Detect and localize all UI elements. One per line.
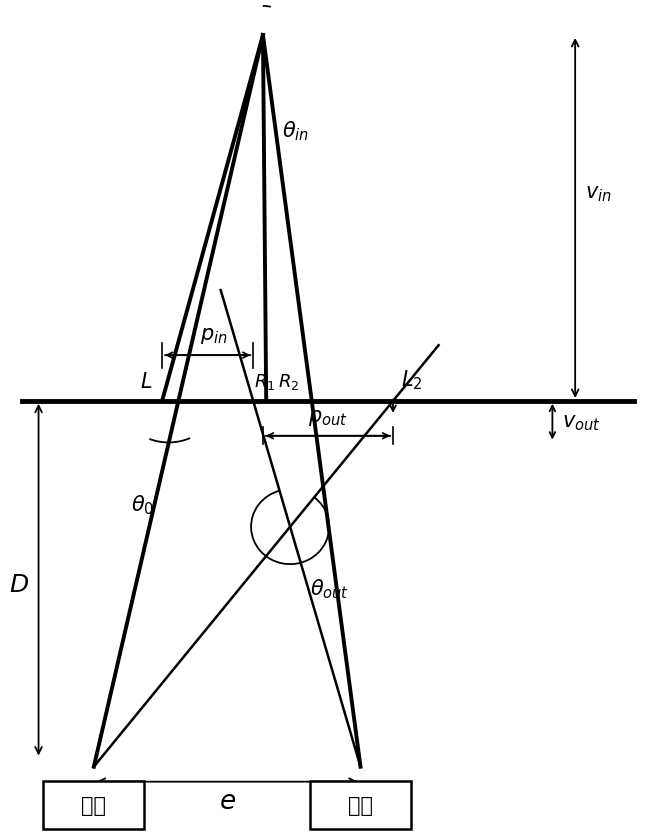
Bar bbox=[310, 781, 411, 829]
Text: $p_{in}$: $p_{in}$ bbox=[200, 326, 228, 346]
Text: $L_2$: $L_2$ bbox=[401, 368, 422, 391]
Text: 右眼: 右眼 bbox=[348, 795, 373, 815]
Text: $p_{out}$: $p_{out}$ bbox=[308, 408, 348, 428]
Text: $v_{in}$: $v_{in}$ bbox=[585, 184, 611, 204]
Text: $\theta_{in}$: $\theta_{in}$ bbox=[283, 119, 310, 143]
Text: $L$: $L$ bbox=[140, 371, 152, 391]
Text: $\theta_{out}$: $\theta_{out}$ bbox=[310, 577, 349, 600]
Text: $v_{out}$: $v_{out}$ bbox=[562, 412, 601, 432]
Text: $\theta_0$: $\theta_0$ bbox=[131, 492, 154, 517]
Bar bbox=[43, 781, 144, 829]
Text: $R_1$: $R_1$ bbox=[255, 371, 276, 391]
Text: 左眼: 左眼 bbox=[81, 795, 106, 815]
Text: $R_2$: $R_2$ bbox=[278, 371, 299, 391]
Text: $D$: $D$ bbox=[9, 572, 29, 596]
Text: $e$: $e$ bbox=[218, 788, 236, 813]
